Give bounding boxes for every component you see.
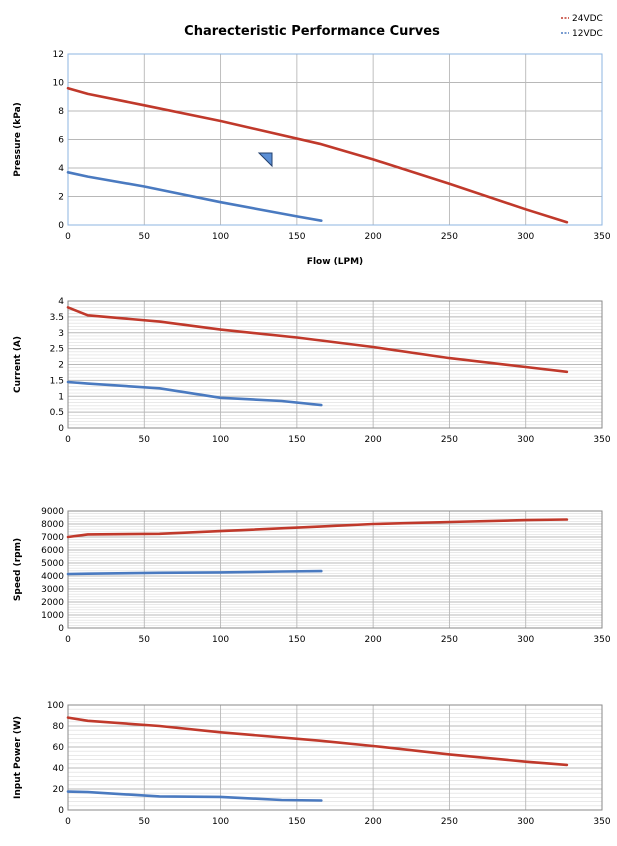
x-tick-label: 150 (288, 635, 305, 645)
x-tick-label: 100 (212, 435, 229, 445)
y-tick-label: 40 (53, 764, 65, 774)
y-tick-label: 4 (58, 164, 64, 174)
x-tick-label: 150 (288, 817, 305, 827)
series-line-24vdc (66, 86, 569, 224)
x-tick-label: 250 (441, 817, 458, 827)
figure-title: Charecteristic Performance Curves (184, 24, 440, 39)
y-tick-label: 2 (58, 193, 64, 203)
y-tick-label: 3000 (41, 585, 64, 595)
y-tick-label: 1.5 (50, 376, 64, 386)
series-line-24vdc (66, 716, 569, 767)
y-tick-label: 3.5 (50, 313, 64, 323)
series-line-12vdc (66, 171, 323, 222)
x-tick-label: 0 (65, 435, 71, 445)
cursor-marker-icon (257, 152, 273, 168)
x-tick-label: 50 (139, 435, 151, 445)
x-tick-label: 350 (593, 232, 610, 242)
x-tick-label: 0 (65, 817, 71, 827)
y-tick-label: 80 (53, 722, 65, 732)
x-tick-label: 100 (212, 635, 229, 645)
chart-3: 0 1000 2000 3000 4000 5000 6000 7000 8000 9000 0 50… (13, 507, 611, 645)
y-tick-label: 2000 (41, 598, 64, 608)
x-tick-label: 350 (593, 635, 610, 645)
plot-frame (67, 510, 603, 629)
x-tick-label: 300 (517, 232, 534, 242)
x-tick-label: 250 (441, 232, 458, 242)
y-tick-label: 1 (58, 392, 64, 402)
x-tick-label: 250 (441, 635, 458, 645)
y-tick-label: 0 (58, 624, 64, 634)
x-tick-label: 150 (288, 232, 305, 242)
y-tick-label: 12 (53, 50, 64, 60)
y-tick-label: 1000 (41, 611, 64, 621)
x-tick-label: 250 (441, 435, 458, 445)
legend: 24VDC 12VDC (561, 14, 603, 39)
chart-4: 0 20 40 60 80 100 0 50 100 150 200 250 300 350 Input P… (13, 701, 611, 827)
x-tick-label: 300 (517, 635, 534, 645)
y-tick-label: 3 (58, 329, 64, 339)
plot-frame (67, 300, 603, 429)
y-tick-label: 0 (58, 806, 64, 816)
y-tick-label: 6 (58, 136, 64, 146)
x-tick-label: 300 (517, 435, 534, 445)
chart-2: 0 0.5 1 1.5 2 2.5 3 3.5 4 0 50 100 150 200 250 300 350 Cu… (13, 297, 611, 445)
x-tick-label: 200 (365, 435, 382, 445)
x-axis-label: Flow (LPM) (307, 257, 363, 267)
plot-frame (67, 704, 603, 811)
y-tick-label: 8000 (41, 520, 64, 530)
series-line-12vdc (66, 790, 323, 802)
y-tick-label: 9000 (41, 507, 64, 517)
y-tick-label: 0.5 (50, 408, 64, 418)
x-tick-label: 0 (65, 635, 71, 645)
y-tick-label: 7000 (41, 533, 64, 543)
y-axis-label: Pressure (kPa) (13, 102, 23, 177)
y-axis-label: Input Power (W) (13, 716, 23, 799)
x-tick-label: 350 (593, 817, 610, 827)
y-tick-label: 4 (58, 297, 64, 307)
series-line-12vdc (66, 569, 323, 576)
y-tick-label: 2.5 (50, 345, 64, 355)
legend-label-24vdc: 24VDC (572, 14, 603, 24)
y-axis-label: Speed (rpm) (13, 538, 23, 601)
y-tick-label: 0 (58, 424, 64, 434)
x-tick-label: 200 (365, 232, 382, 242)
y-tick-label: 4000 (41, 572, 64, 582)
legend-label-12vdc: 12VDC (572, 29, 603, 39)
y-tick-label: 60 (53, 743, 65, 753)
x-tick-label: 100 (212, 817, 229, 827)
x-tick-label: 200 (365, 635, 382, 645)
y-tick-label: 20 (53, 785, 65, 795)
y-tick-label: 6000 (41, 546, 64, 556)
x-tick-label: 50 (139, 232, 151, 242)
x-tick-label: 300 (517, 817, 534, 827)
series-line-24vdc (66, 306, 569, 374)
y-tick-label: 2 (58, 361, 64, 371)
series-line-24vdc (66, 518, 569, 539)
y-tick-label: 5000 (41, 559, 64, 569)
x-tick-label: 50 (139, 635, 151, 645)
x-tick-label: 350 (593, 435, 610, 445)
y-tick-label: 0 (58, 221, 64, 231)
x-tick-label: 200 (365, 817, 382, 827)
chart-1: 0 2 4 6 8 10 12 0 50 100 150 200 250 300 350 Pressure (… (13, 50, 611, 267)
y-tick-label: 100 (47, 701, 64, 711)
series-line-12vdc (66, 380, 323, 407)
y-tick-label: 10 (53, 79, 65, 89)
x-tick-label: 100 (212, 232, 229, 242)
plot-frame (67, 53, 603, 226)
y-axis-label: Current (A) (13, 336, 23, 393)
x-tick-label: 50 (139, 817, 151, 827)
x-tick-label: 150 (288, 435, 305, 445)
y-tick-label: 8 (58, 107, 64, 117)
x-tick-label: 0 (65, 232, 71, 242)
